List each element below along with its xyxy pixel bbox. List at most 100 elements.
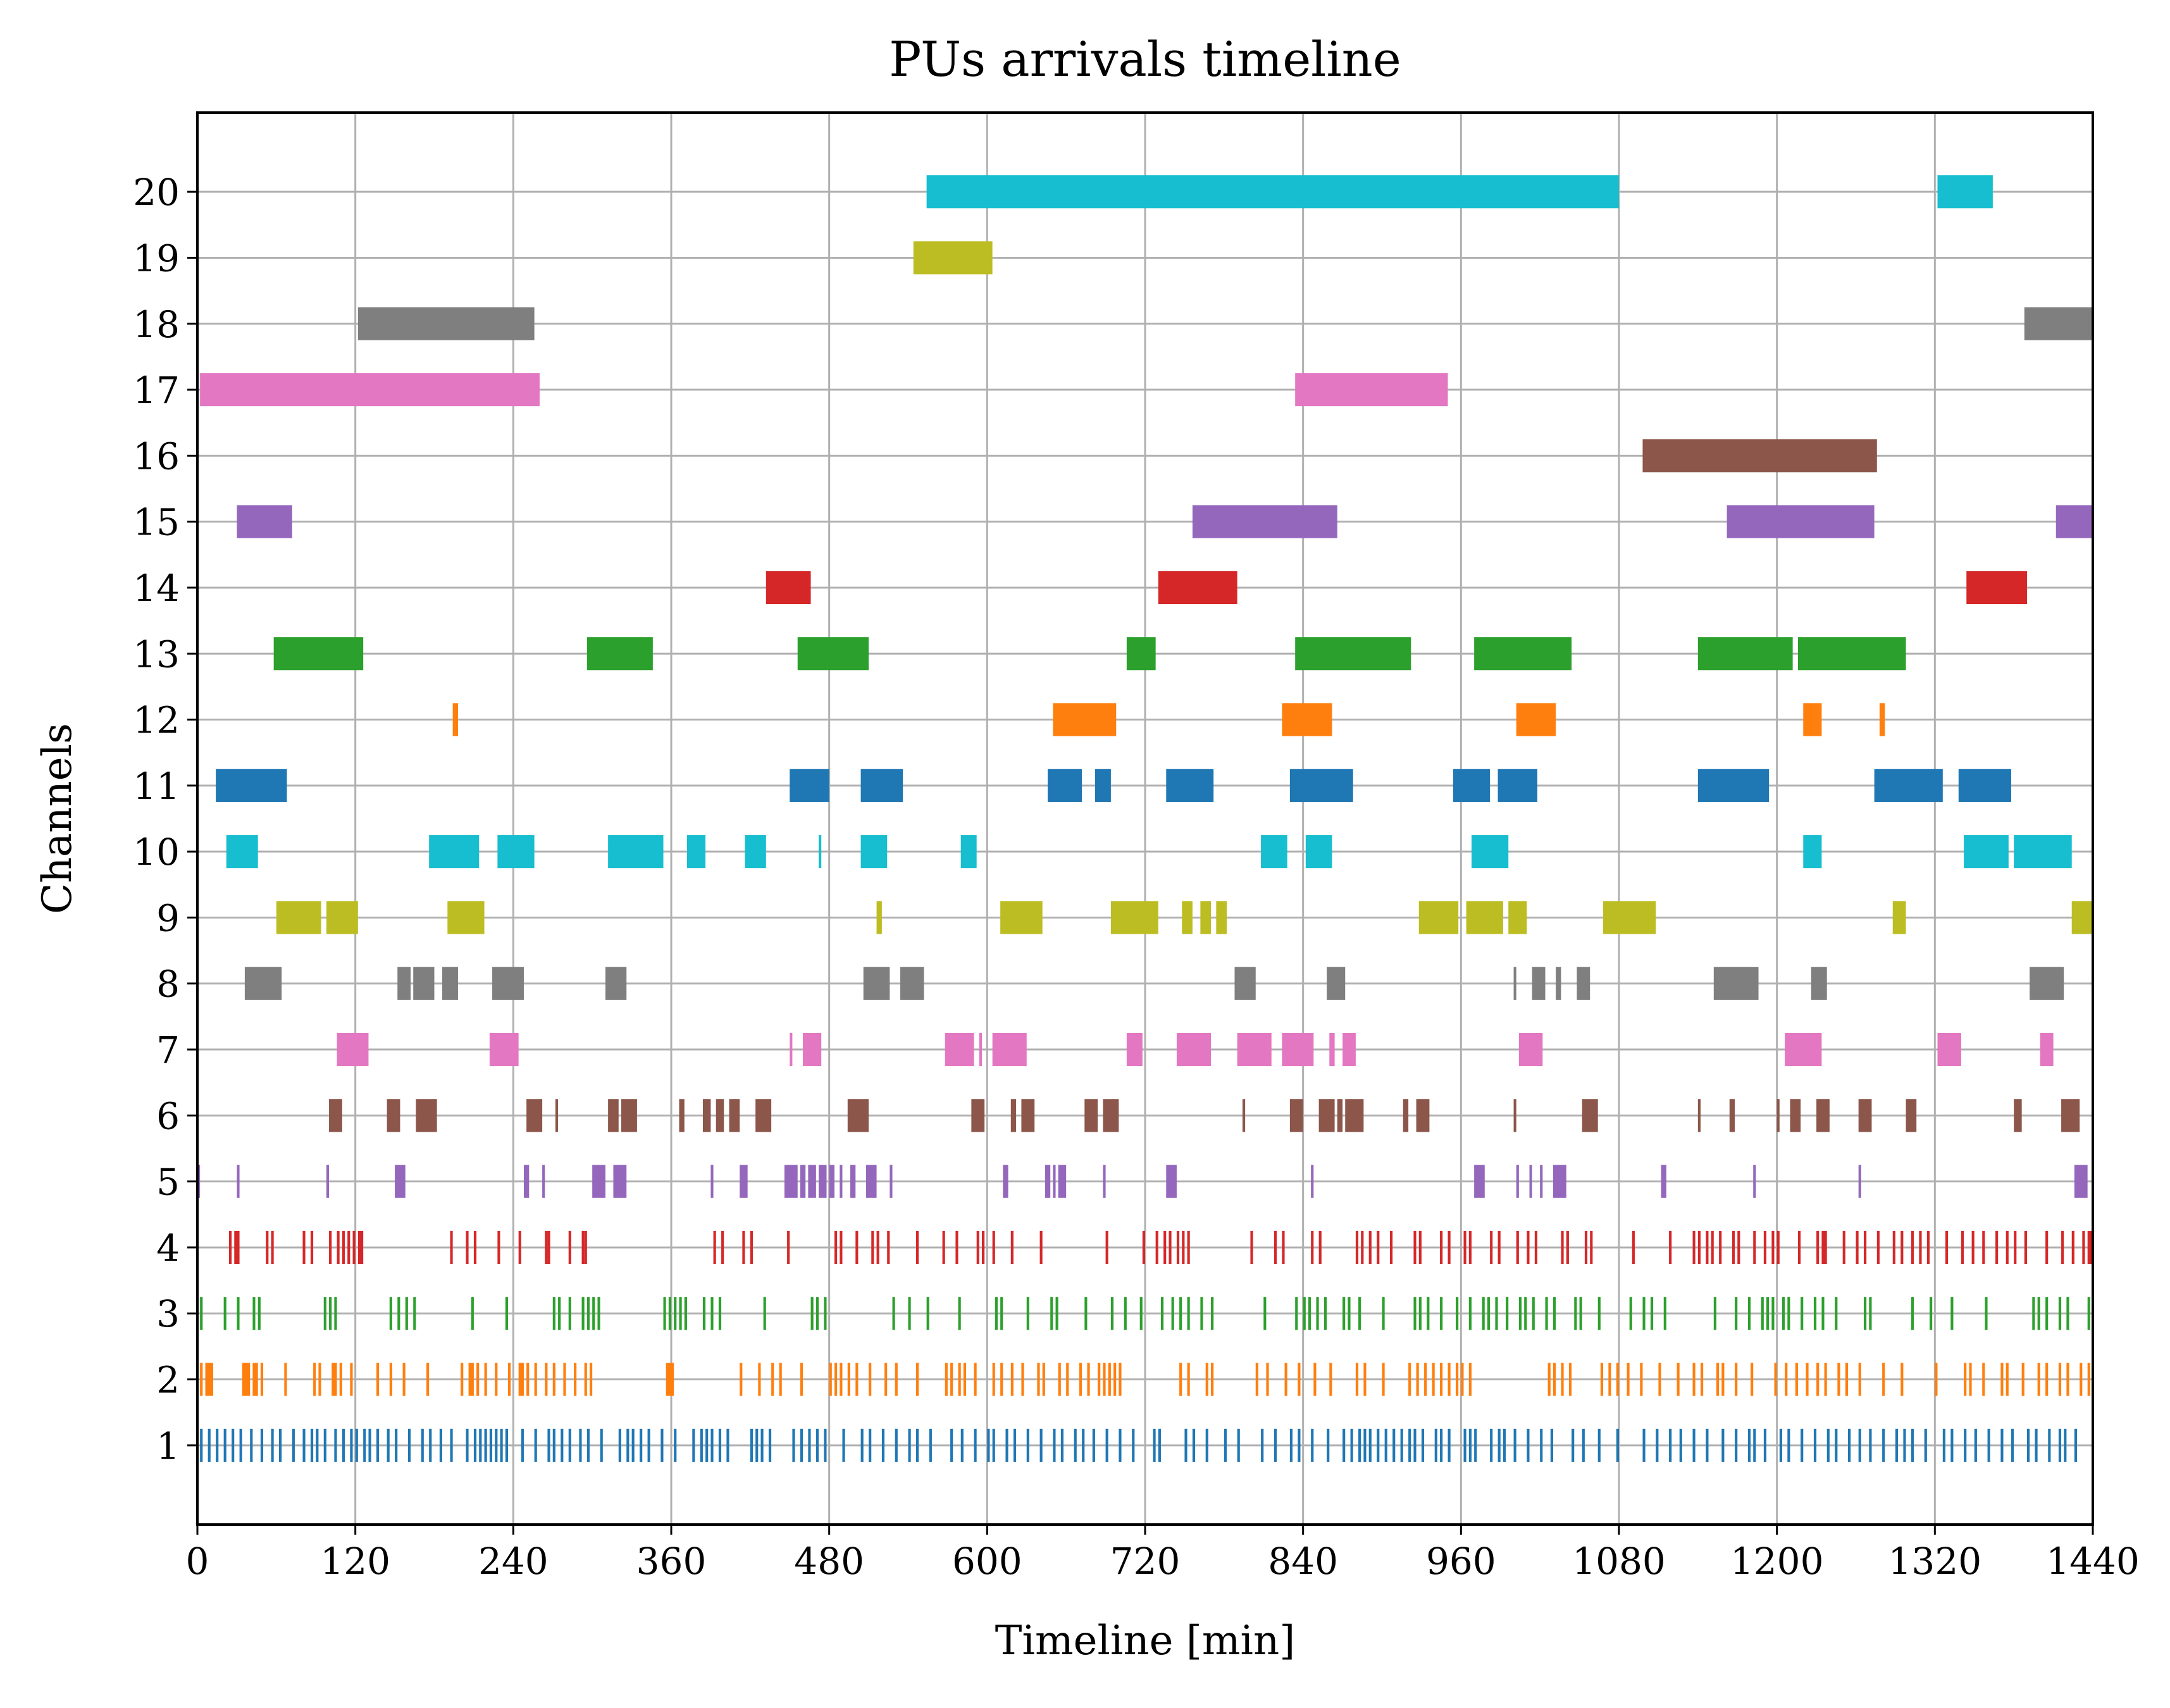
channel-5-bar <box>784 1165 798 1198</box>
channel-4-bar <box>1945 1230 1949 1265</box>
channel-10-bar <box>960 835 977 869</box>
channel-1-bar <box>1964 1428 1967 1462</box>
channel-2-bar <box>950 1363 953 1396</box>
channel-3-bar <box>1579 1297 1582 1330</box>
channel-2-bar <box>574 1363 577 1396</box>
channel-14-bar <box>1158 571 1237 605</box>
channel-2-bar <box>1363 1363 1367 1396</box>
channel-10-bar <box>686 835 706 869</box>
channel-1-bar <box>1895 1428 1899 1462</box>
channel-1-bar <box>223 1428 226 1462</box>
channel-5-bar <box>1858 1165 1861 1198</box>
channel-3-bar <box>257 1297 261 1330</box>
channel-1-bar <box>908 1428 911 1462</box>
channel-3-bar <box>1187 1297 1190 1330</box>
channel-6-bar <box>1403 1099 1409 1132</box>
channel-2-bar <box>2021 1363 2024 1396</box>
channel-3-bar <box>237 1297 240 1330</box>
channel-2-bar <box>1600 1363 1604 1396</box>
channel-1-bar <box>960 1428 964 1462</box>
channel-4-bar <box>2061 1230 2064 1265</box>
channel-1-bar <box>278 1428 282 1462</box>
channel-2-bar <box>1692 1363 1696 1396</box>
channel-4-bar <box>1706 1230 1709 1265</box>
channel-1-bar <box>1616 1428 1619 1462</box>
channel-1-bar <box>1413 1428 1417 1462</box>
channel-1-bar <box>808 1428 811 1462</box>
channel-1-bar <box>1298 1428 1301 1462</box>
channel-5-bar <box>740 1165 748 1198</box>
channel-11-bar <box>1048 769 1082 802</box>
channel-3-bar <box>252 1297 256 1330</box>
channel-4-bar <box>1566 1230 1569 1265</box>
channel-8-bar <box>1577 967 1590 1000</box>
channel-6-bar <box>971 1099 985 1132</box>
channel-4-bar <box>1355 1230 1359 1265</box>
channel-11-bar <box>1697 769 1770 802</box>
channel-4-bar <box>992 1230 995 1265</box>
y-tick-label: 15 <box>133 501 180 544</box>
channel-3-bar <box>1713 1297 1716 1330</box>
channel-2-bar <box>1658 1363 1661 1396</box>
channel-1-bar <box>1368 1428 1372 1462</box>
channel-3-bar <box>2066 1297 2069 1330</box>
channel-4-bar <box>1771 1230 1775 1265</box>
channel-16-bar <box>1642 439 1877 473</box>
channel-2-bar <box>1211 1363 1214 1396</box>
channel-3-bar <box>1050 1297 1053 1330</box>
channel-12-bar <box>1282 703 1332 736</box>
channel-1-bar <box>1787 1428 1790 1462</box>
channel-2-bar <box>1751 1363 1754 1396</box>
channel-1-bar <box>1237 1428 1240 1462</box>
channel-20-series <box>926 175 1993 209</box>
channel-10-bar <box>226 835 258 869</box>
channel-6-bar <box>1337 1099 1343 1132</box>
channel-3-bar <box>1179 1297 1182 1330</box>
channel-9-bar <box>1466 901 1503 934</box>
channel-6-bar <box>2014 1099 2022 1132</box>
channel-1-bar <box>1158 1428 1161 1462</box>
channel-5-bar <box>237 1165 240 1198</box>
channel-2-bar <box>1098 1363 1101 1396</box>
channel-7-bar <box>979 1032 983 1067</box>
channel-6-bar <box>2061 1099 2080 1132</box>
channel-5-bar <box>1053 1165 1056 1198</box>
channel-2-bar <box>476 1363 480 1396</box>
channel-1-bar <box>1274 1428 1277 1462</box>
channel-2-bar <box>1119 1363 1122 1396</box>
channel-3-bar <box>586 1297 590 1330</box>
channel-2-bar <box>318 1363 321 1396</box>
channel-1-bar <box>342 1428 345 1462</box>
channel-4-bar <box>1010 1230 1014 1265</box>
channel-1-bar <box>1706 1428 1709 1462</box>
channel-6-bar <box>1729 1099 1735 1132</box>
channel-1-bar <box>1448 1428 1451 1462</box>
channel-4-bar <box>1463 1230 1466 1265</box>
channel-9-bar <box>1182 901 1193 934</box>
channel-4-bar <box>1516 1230 1519 1265</box>
channel-8-series <box>244 967 2064 1000</box>
channel-4-bar <box>1105 1230 1108 1265</box>
channel-2-bar <box>1461 1363 1464 1396</box>
channel-7-bar <box>1282 1032 1314 1067</box>
channel-4-bar <box>713 1230 716 1265</box>
channel-4-bar <box>342 1230 345 1265</box>
channel-2-bar <box>332 1363 337 1396</box>
channel-2-bar <box>2000 1363 2004 1396</box>
channel-10-bar <box>745 835 766 869</box>
channel-4-bar <box>473 1230 477 1265</box>
channel-2-bar <box>389 1363 392 1396</box>
channel-5-bar <box>613 1165 627 1198</box>
channel-5-bar <box>829 1165 834 1198</box>
channel-6-bar <box>329 1099 342 1132</box>
channel-9-bar <box>2071 901 2093 934</box>
channel-3-bar <box>597 1297 600 1330</box>
channel-1-bar <box>1053 1428 1056 1462</box>
channel-10-bar <box>1261 835 1287 869</box>
channel-1-bar <box>750 1428 753 1462</box>
channel-2-bar <box>1037 1363 1040 1396</box>
channel-2-bar <box>2058 1363 2062 1396</box>
chart-title: PUs arrivals timeline <box>889 31 1401 87</box>
channel-2-bar <box>2045 1363 2049 1396</box>
channel-4-bar <box>1163 1230 1167 1265</box>
